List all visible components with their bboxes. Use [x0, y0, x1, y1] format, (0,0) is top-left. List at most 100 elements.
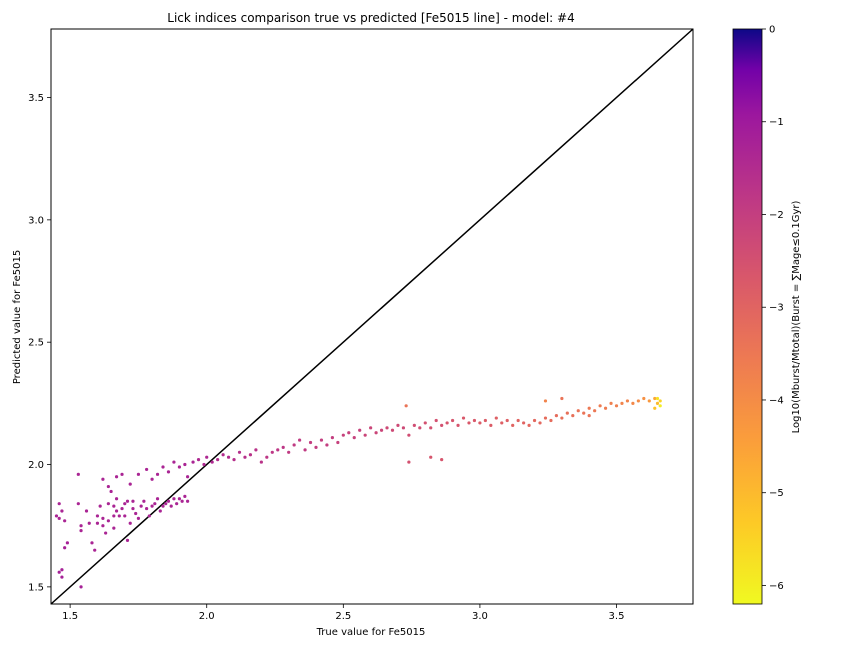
data-point — [325, 443, 329, 447]
data-point — [79, 528, 83, 533]
data-point — [270, 450, 274, 454]
data-point — [303, 448, 307, 452]
x-tick-label: 1.5 — [62, 611, 78, 622]
data-point — [314, 445, 318, 450]
data-point — [60, 568, 64, 572]
data-point — [636, 399, 640, 403]
data-point — [76, 502, 80, 506]
x-axis-label: True value for Fe5015 — [316, 627, 426, 638]
data-point — [120, 506, 124, 511]
data-point — [593, 409, 597, 413]
colorbar-tick-label: −2 — [769, 210, 784, 221]
data-point — [139, 504, 143, 508]
data-point — [319, 438, 324, 442]
data-point — [412, 423, 416, 427]
data-point — [265, 455, 269, 459]
data-point — [560, 396, 564, 401]
data-point — [347, 431, 351, 435]
data-point — [161, 465, 165, 469]
data-point — [175, 502, 179, 506]
data-point — [60, 575, 64, 579]
data-point — [379, 428, 384, 432]
data-point — [511, 423, 515, 427]
data-point — [390, 428, 395, 432]
data-point — [423, 421, 427, 425]
data-point — [625, 399, 630, 403]
data-point — [128, 521, 132, 525]
data-point — [57, 570, 61, 574]
x-tick-label: 3.0 — [472, 611, 488, 622]
data-point — [153, 502, 157, 506]
data-point — [429, 426, 433, 430]
data-point — [57, 516, 61, 520]
data-point — [125, 499, 130, 503]
data-point — [177, 465, 181, 469]
data-point — [609, 401, 613, 405]
data-point — [407, 433, 411, 437]
data-point — [516, 418, 520, 423]
data-point — [467, 421, 471, 425]
data-point — [205, 455, 209, 459]
data-point — [131, 506, 135, 511]
data-point — [136, 472, 141, 476]
x-tick-label: 3.5 — [609, 611, 625, 622]
identity-line — [50, 28, 694, 605]
scatter-points — [54, 396, 662, 589]
y-tick-label: 3.5 — [28, 93, 44, 104]
y-tick-label: 2.0 — [28, 460, 44, 471]
data-point — [84, 509, 89, 513]
data-point — [587, 406, 591, 410]
colorbar-tick-label: −3 — [769, 303, 784, 314]
data-point — [543, 399, 548, 403]
data-point — [183, 494, 187, 498]
data-point — [560, 416, 564, 420]
data-point — [655, 401, 660, 405]
data-point — [281, 445, 285, 450]
colorbar-tick-label: −1 — [769, 117, 784, 128]
data-point — [150, 504, 154, 508]
data-point — [527, 423, 531, 427]
data-point — [155, 472, 160, 476]
data-point — [54, 514, 59, 518]
data-point — [63, 519, 67, 523]
data-point — [114, 509, 119, 513]
colorbar-label: Log10(Mburst/Mtotal)(Burst = ∑Mage≤0.1Gy… — [791, 200, 802, 433]
data-point — [587, 413, 591, 418]
data-point — [161, 504, 165, 508]
data-point — [292, 443, 296, 447]
data-point — [158, 509, 162, 513]
data-point — [404, 404, 408, 408]
data-point — [483, 418, 487, 423]
data-point — [248, 453, 253, 457]
colorbar-tick-label: −6 — [769, 581, 784, 592]
data-point — [287, 450, 291, 454]
data-point — [134, 511, 138, 516]
data-point — [352, 436, 356, 440]
data-point — [79, 585, 83, 589]
data-point — [647, 399, 651, 403]
data-point — [308, 440, 313, 445]
data-point — [109, 489, 113, 494]
data-point — [60, 509, 64, 513]
data-point — [620, 401, 624, 405]
data-point — [169, 504, 173, 508]
colorbar — [732, 28, 763, 605]
data-point — [172, 497, 176, 501]
data-point — [177, 497, 181, 501]
data-point — [434, 418, 438, 423]
data-point — [259, 460, 263, 464]
data-point — [128, 482, 132, 486]
data-point — [114, 497, 119, 501]
data-point — [131, 499, 135, 503]
data-point — [456, 423, 460, 427]
data-point — [298, 438, 302, 442]
data-point — [369, 426, 373, 430]
colorbar-ticks: 0 −1 −2 −3 −4 −5 −6 — [762, 25, 784, 592]
data-point — [191, 460, 195, 464]
data-point — [505, 418, 509, 423]
y-tick-label: 1.5 — [28, 582, 44, 593]
data-point — [112, 514, 116, 518]
data-point — [461, 416, 466, 420]
data-point — [358, 428, 362, 432]
